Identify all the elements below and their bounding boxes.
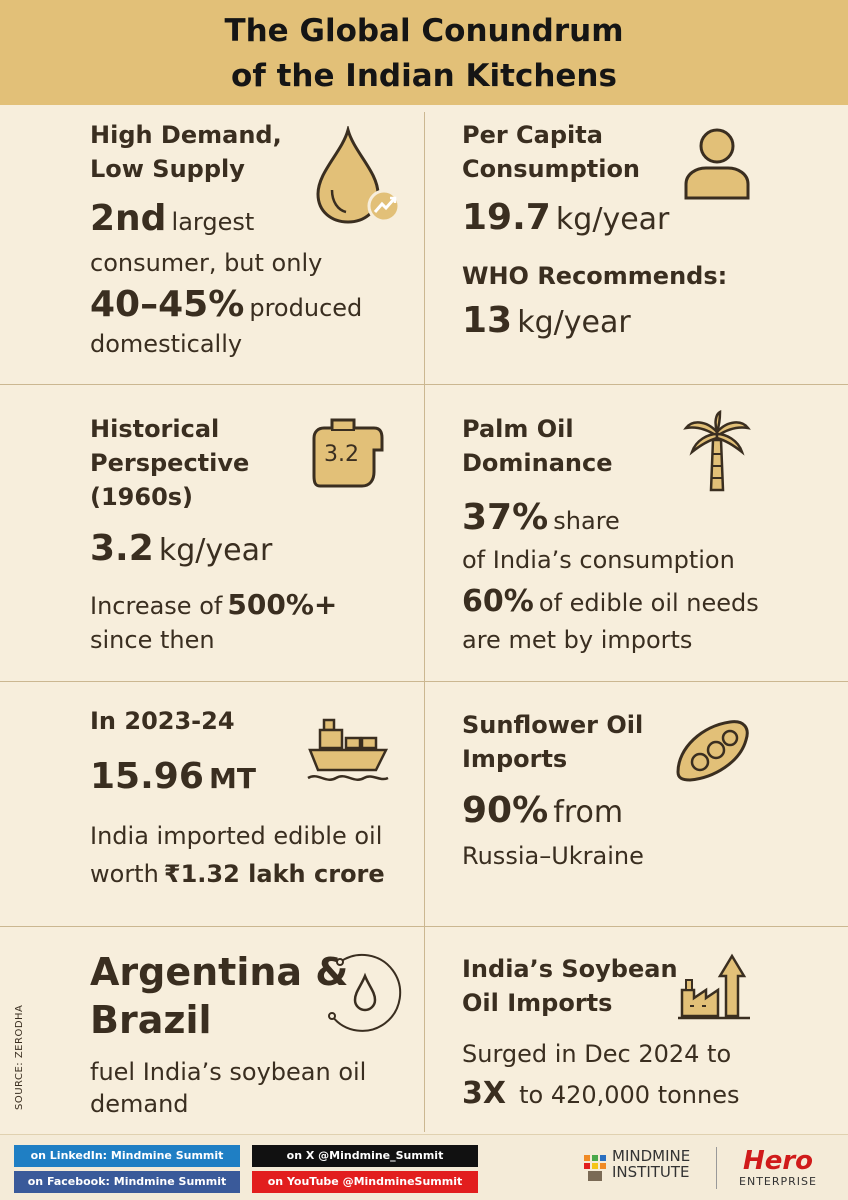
imports-unit: MT xyxy=(208,762,256,795)
palm-heading-2: Dominance xyxy=(462,449,613,477)
mindmine-logo-icon xyxy=(584,1155,606,1181)
page-title-line-1: The Global Conundrum xyxy=(224,13,624,49)
argentina-heading-2: Brazil xyxy=(90,998,212,1042)
row-divider-1 xyxy=(0,384,848,385)
ship-icon xyxy=(307,718,389,781)
argentina-line-1: fuel India’s soybean oil xyxy=(90,1058,367,1086)
mindmine-logo-line-1: MINDMINE xyxy=(612,1147,691,1165)
calendar-icon-label: 3.2 xyxy=(324,442,359,467)
sunflower-heading-1: Sunflower Oil xyxy=(462,711,644,739)
imports-value-row: 15.96 MT xyxy=(90,756,256,797)
demand-line-4: domestically xyxy=(90,330,243,358)
historical-increase-row: Increase of 500%+ xyxy=(90,588,337,621)
soybean-value-row: 3X to 420,000 tonnes xyxy=(462,1076,740,1111)
per-capita-value-row: 19.7 kg/year xyxy=(462,197,669,238)
soybean-value-text: to 420,000 tonnes xyxy=(519,1081,740,1109)
who-value-row: 13 kg/year xyxy=(462,300,631,341)
imports-line-2: worth ₹1.32 lakh crore xyxy=(90,860,385,888)
palm-heading-1: Palm Oil xyxy=(462,415,574,443)
soybean-line-1: Surged in Dec 2024 to xyxy=(462,1040,732,1068)
palm-share-row: 37% share xyxy=(462,497,620,538)
sunflower-value: 90% xyxy=(462,790,549,831)
person-icon xyxy=(684,128,750,200)
palm-imports-row: 60% of edible oil needs xyxy=(462,584,759,619)
imports-value: 15.96 xyxy=(90,756,204,797)
argentina-heading-1: Argentina & xyxy=(90,950,349,994)
mindmine-logo: MINDMINE INSTITUTE xyxy=(612,1148,712,1180)
increase-value: 500%+ xyxy=(227,588,338,621)
historical-value: 3.2 xyxy=(90,528,154,569)
palm-imports: 60% xyxy=(462,584,534,619)
demand-stat-row-2: 40–45% produced xyxy=(90,284,362,325)
historical-heading-3: (1960s) xyxy=(90,483,194,511)
sunflower-value-row: 90% from xyxy=(462,790,623,831)
hero-logo-word: Hero xyxy=(742,1146,814,1176)
palm-share: 37% xyxy=(462,497,549,538)
imports-line-1: India imported edible oil xyxy=(90,822,383,850)
who-value: 13 xyxy=(462,300,513,341)
increase-suffix: since then xyxy=(90,626,215,654)
increase-prefix: Increase of xyxy=(90,592,223,620)
palm-tree-icon xyxy=(683,410,751,492)
demand-stat-row: 2nd largest xyxy=(90,198,254,239)
imports-heading: In 2023-24 xyxy=(90,707,235,735)
imports-worth-prefix: worth xyxy=(90,860,159,888)
per-capita-heading-2: Consumption xyxy=(462,155,641,183)
palm-imports-line-2: are met by imports xyxy=(462,626,693,654)
seed-pod-icon xyxy=(676,720,749,782)
who-unit: kg/year xyxy=(517,305,631,340)
sunflower-heading-2: Imports xyxy=(462,745,568,773)
per-capita-heading-1: Per Capita xyxy=(462,121,603,149)
per-capita-value: 19.7 xyxy=(462,197,551,238)
demand-stat-1: 2nd xyxy=(90,198,167,239)
imports-worth-value: ₹1.32 lakh crore xyxy=(163,860,385,888)
facebook-link[interactable]: on Facebook: Mindmine Summit xyxy=(14,1171,240,1193)
palm-share-text: share xyxy=(553,507,620,535)
demand-stat-2-text: produced xyxy=(249,294,363,322)
demand-heading-1: High Demand, xyxy=(90,121,282,149)
demand-stat-2: 40–45% xyxy=(90,284,245,325)
row-divider-3 xyxy=(0,926,848,927)
soybean-heading-2: Oil Imports xyxy=(462,989,613,1017)
oil-drop-icon xyxy=(316,126,401,224)
historical-heading-2: Perspective xyxy=(90,449,250,477)
logo-divider xyxy=(716,1147,717,1189)
column-divider xyxy=(424,112,425,1132)
sunflower-value-text: from xyxy=(553,795,624,830)
sunflower-line-2: Russia–Ukraine xyxy=(462,842,644,870)
soybean-value: 3X xyxy=(462,1076,507,1111)
per-capita-unit: kg/year xyxy=(555,202,670,237)
hero-logo-subtitle: ENTERPRISE xyxy=(739,1175,817,1188)
linkedin-link[interactable]: on LinkedIn: Mindmine Summit xyxy=(14,1145,240,1167)
palm-share-line-2: of India’s consumption xyxy=(462,546,735,574)
historical-unit: kg/year xyxy=(158,533,273,568)
demand-heading-2: Low Supply xyxy=(90,155,245,183)
oil-drop-circle-icon xyxy=(328,953,402,1032)
demand-stat-1-text: largest xyxy=(171,208,255,236)
demand-line-2: consumer, but only xyxy=(90,249,323,277)
argentina-line-2: demand xyxy=(90,1090,189,1118)
soybean-heading-1: India’s Soybean xyxy=(462,955,678,983)
footer: on LinkedIn: Mindmine Summit on Facebook… xyxy=(0,1134,848,1200)
x-link[interactable]: on X @Mindmine_Summit xyxy=(252,1145,478,1167)
page-title-line-2: of the Indian Kitchens xyxy=(231,58,617,94)
row-divider-2 xyxy=(0,681,848,682)
who-label: WHO Recommends: xyxy=(462,262,728,290)
mindmine-logo-line-2: INSTITUTE xyxy=(612,1163,690,1181)
youtube-link[interactable]: on YouTube @MindmineSummit xyxy=(252,1171,478,1193)
palm-imports-text: of edible oil needs xyxy=(538,589,759,617)
historical-heading-1: Historical xyxy=(90,415,220,443)
calendar-icon: 3.2 xyxy=(310,416,386,492)
source-credit: SOURCE: ZERODHA xyxy=(14,1004,25,1110)
hero-logo: Hero ENTERPRISE xyxy=(722,1147,834,1188)
historical-value-row: 3.2 kg/year xyxy=(90,528,272,569)
factory-growth-icon xyxy=(678,953,750,1020)
page-header: The Global Conundrum of the Indian Kitch… xyxy=(0,0,848,105)
